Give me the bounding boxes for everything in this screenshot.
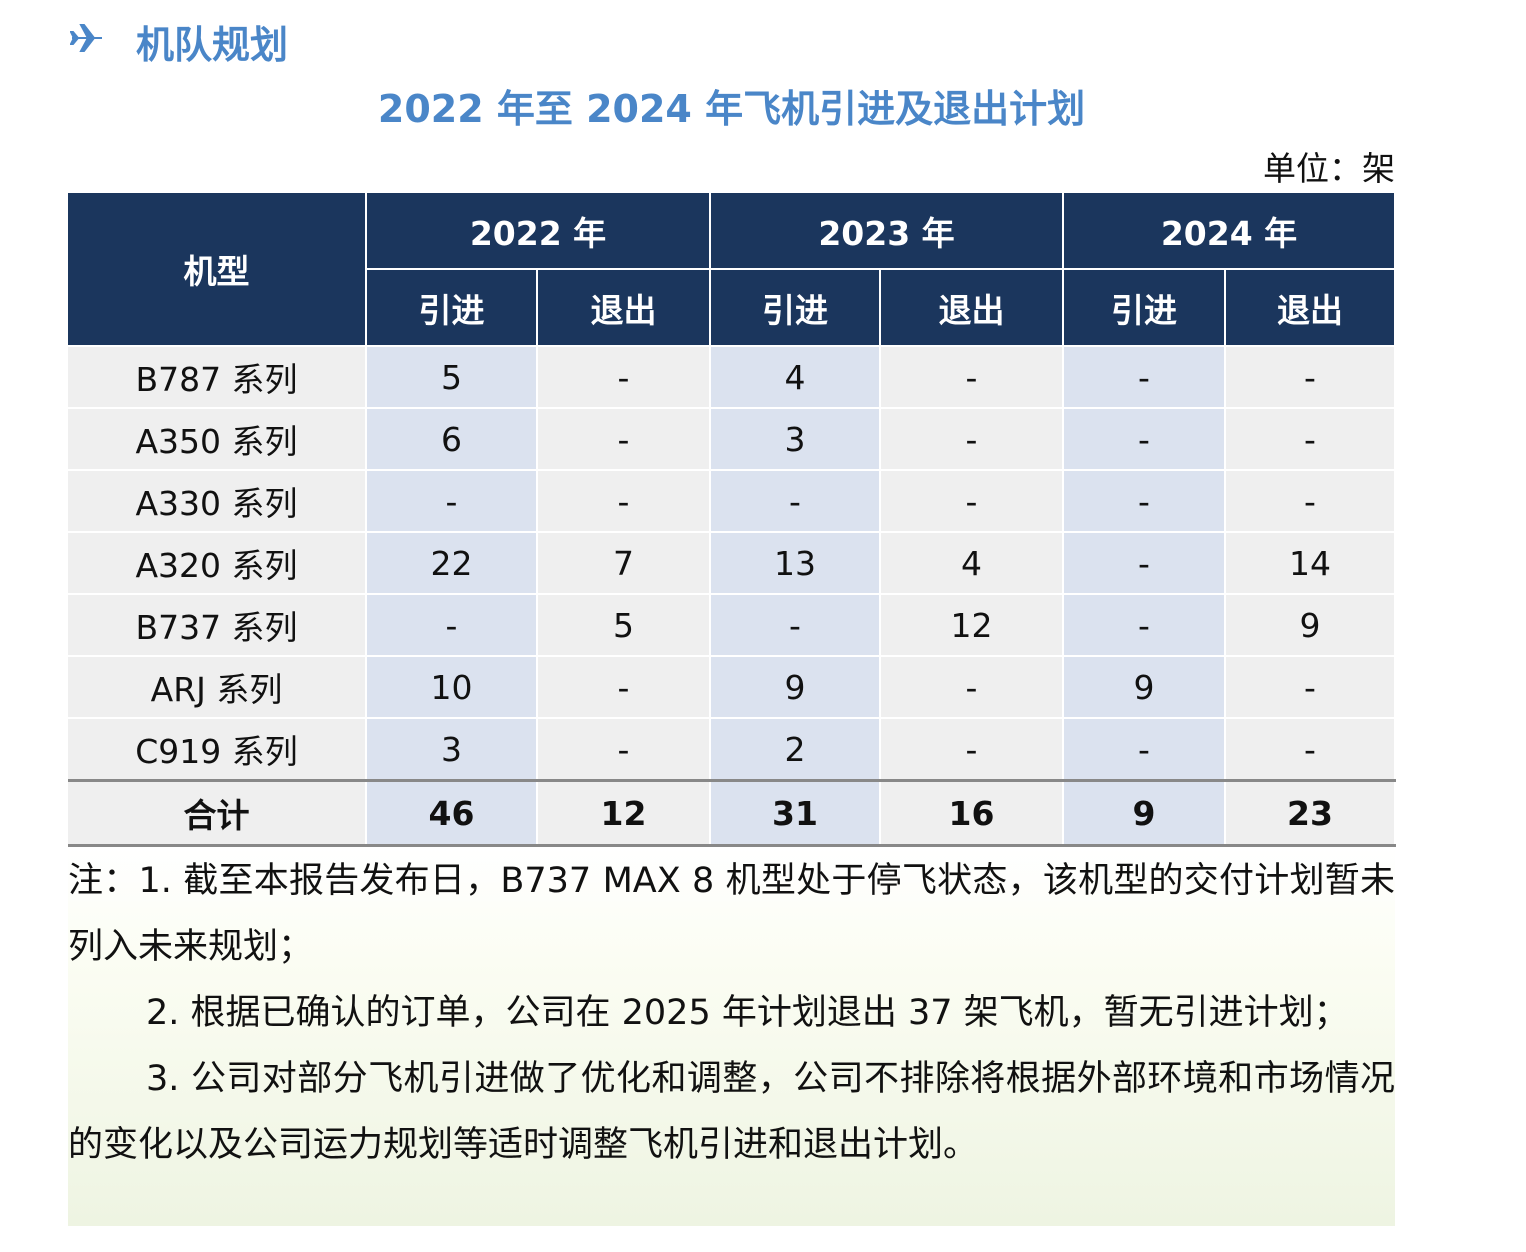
model-name: B737 系列 [68,594,367,657]
note: 注：1. 截至本报告发布日，B737 MAX 8 机型处于停飞状态，该机型的交付… [68,861,1395,967]
model-name: A320 系列 [68,532,367,595]
model-name: 合计 [68,779,367,847]
cell: - [1063,532,1226,595]
cell: - [1063,470,1226,533]
cell: - [880,656,1064,719]
cell: 22 [366,532,538,595]
cell: 5 [537,594,711,657]
total-cell: 46 [366,779,538,847]
total-cell: 31 [710,779,881,847]
cell: 12 [880,594,1064,657]
corner-header: 机型 [68,193,367,347]
model-name: C919 系列 [68,718,367,782]
cell: 14 [1225,532,1396,595]
cell: - [537,718,711,782]
cell: 3 [366,718,538,782]
cell: - [880,408,1064,471]
total-cell: 9 [1063,779,1226,847]
cell: - [1225,346,1396,409]
unit-label: 单位：架 [1263,149,1395,188]
sub-header: 引进 [1062,269,1226,347]
note: 2. 根据已确认的订单，公司在 2025 年计划退出 37 架飞机，暂无引进计划… [146,993,1349,1033]
year-header: 2022 年 [365,193,711,270]
cell: 2 [710,718,881,782]
data-row: C919 系列 3-2- - - [68,718,1396,782]
sub-header: 退出 [536,269,711,347]
header-row: 机型 2022 年 2023 年 2024 年 [68,193,1396,347]
year-header: 2023 年 [709,193,1064,270]
fleet-table: 机型 2022 年 2023 年 2024 年引进 退出 引进 退出 引进 退出 B787 系列… [68,193,1396,847]
sub-header: 引进 [709,269,881,347]
cell: 10 [366,656,538,719]
header-row: 引进 退出 引进 退出 引进 退出 [68,269,1396,347]
cell: 13 [710,532,881,595]
data-row: A350 系列 6-3- - - [68,408,1396,471]
notes: 注：1. 截至本报告发布日，B737 MAX 8 机型处于停飞状态，该机型的交付… [68,848,1395,1226]
cell: - [537,408,711,471]
sub-header: 退出 [1224,269,1396,347]
table-title: 2022 年至 2024 年飞机引进及退出计划 [377,87,1086,131]
section-title: 机队规划 [136,23,289,67]
cell: - [537,470,711,533]
cell: - [880,718,1064,782]
cell: - [366,470,538,533]
sub-header: 引进 [365,269,538,347]
cell: - [537,656,711,719]
cell: - [537,346,711,409]
model-name: ARJ 系列 [68,656,367,719]
cell: 3 [710,408,881,471]
sub-header: 退出 [879,269,1064,347]
cell: 7 [537,532,711,595]
cell: 5 [366,346,538,409]
model-name: A330 系列 [68,470,367,533]
cell: - [1225,470,1396,533]
cell: - [710,470,881,533]
note: 3. 公司对部分飞机引进做了优化和调整，公司不排除将根据外部环境和市场情况的变化… [68,1059,1395,1165]
model-name: A350 系列 [68,408,367,471]
cell: - [880,470,1064,533]
total-cell: 16 [880,779,1064,847]
cell: - [1063,346,1226,409]
cell: - [366,594,538,657]
data-row: ARJ 系列 10-9-9- [68,656,1396,719]
cell: - [1225,718,1396,782]
cell: - [1063,594,1226,657]
data-row: A320 系列 22 7 13 4-14 [68,532,1396,595]
cell: - [710,594,881,657]
plane-icon [70,24,102,52]
cell: 4 [880,532,1064,595]
cell: 9 [710,656,881,719]
cell: - [1063,408,1226,471]
model-name: B787 系列 [68,346,367,409]
data-row: A330 系列 - - - - - - [68,470,1396,533]
cell: - [880,346,1064,409]
year-header: 2024 年 [1062,193,1396,270]
cell: - [1225,408,1396,471]
total-row: 合计 46 12 31 16 9 23 [68,779,1396,847]
data-row: B737 系列 -5-12-9 [68,594,1396,657]
total-cell: 23 [1225,779,1396,847]
cell: 9 [1063,656,1226,719]
cell: - [1063,718,1226,782]
cell: 6 [366,408,538,471]
cell: 9 [1225,594,1396,657]
cell: - [1225,656,1396,719]
cell: 4 [710,346,881,409]
data-row: B787 系列 5-4- - - [68,346,1396,409]
total-cell: 12 [537,779,711,847]
